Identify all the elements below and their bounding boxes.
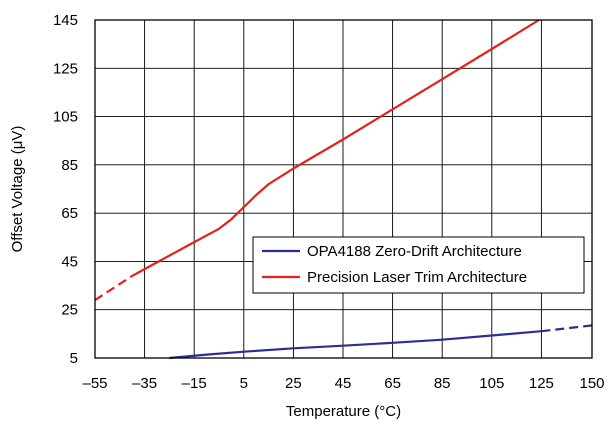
legend-label-opa4188: OPA4188 Zero-Drift Architecture [307,243,522,260]
x-tick-label: –55 [82,375,107,392]
y-axis-title: Offset Voltage (μV) [9,126,26,253]
grid [95,20,592,358]
legend-label-laser-trim: Precision Laser Trim Architecture [307,269,527,286]
series-0-line [169,330,542,360]
x-tick-label: 25 [285,375,302,392]
legend-box [252,236,585,294]
y-tick-label: 65 [61,205,78,222]
series-1-dashed-line [94,274,133,302]
plot-frame [94,19,593,359]
x-axis-title: Temperature (°C) [286,403,401,420]
x-tick-label: –15 [182,375,207,392]
y-tick-label: 85 [61,157,78,174]
x-tick-labels: –55 –35 –15 5 25 45 65 85 105 125 150 [82,375,604,392]
x-tick-label: 85 [434,375,451,392]
x-tick-label: 125 [529,375,554,392]
y-tick-label: 125 [53,60,78,77]
x-tick-label: 65 [384,375,401,392]
y-tick-label: 145 [53,12,78,29]
x-tick-label: 105 [479,375,504,392]
y-tick-label: 5 [70,350,78,367]
x-tick-label: 45 [335,375,352,392]
y-tick-label: 25 [61,302,78,319]
x-tick-label: 150 [579,375,604,392]
y-tick-label: 105 [53,109,78,126]
series-layer [94,19,593,360]
series-0-dashed-line [541,324,593,333]
series-1-line [131,19,540,277]
x-tick-label: 5 [240,375,248,392]
x-tick-label: –35 [132,375,157,392]
y-tick-label: 45 [61,253,78,270]
legend: OPA4188 Zero-Drift Architecture Precisio… [252,236,585,294]
y-tick-labels: 5 25 45 65 85 105 125 145 [53,12,78,367]
